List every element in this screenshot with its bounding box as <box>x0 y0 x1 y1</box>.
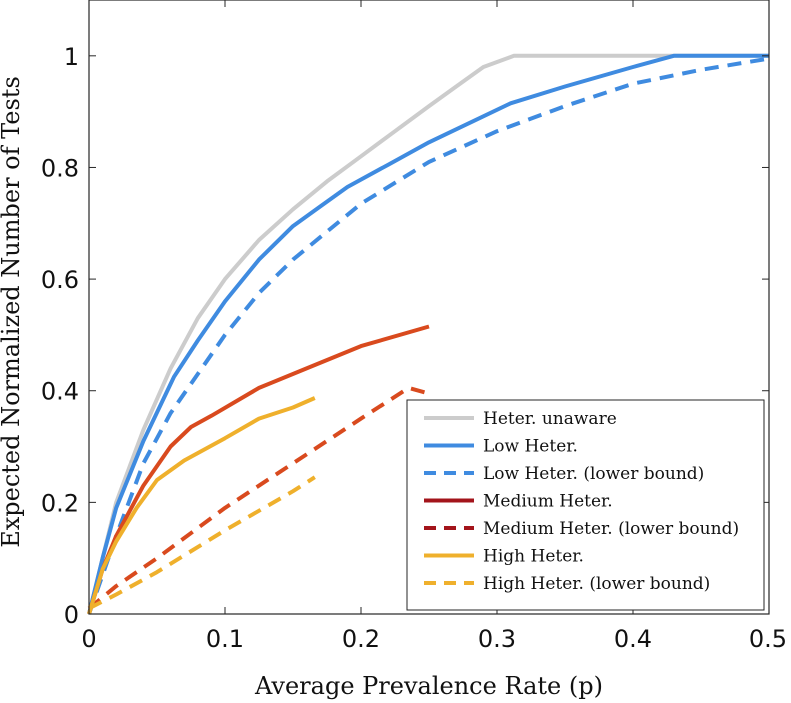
y-axis-title: Expected Normalized Number of Tests <box>0 76 25 548</box>
x-tick-label: 0.3 <box>478 625 516 653</box>
x-tick-label: 0 <box>81 625 96 653</box>
x-tick-label: 0.5 <box>749 625 787 653</box>
legend-label-7: High Heter. (lower bound) <box>483 574 710 594</box>
series-line-1 <box>87 53 769 615</box>
legend-label-2: Low Heter. <box>483 437 578 457</box>
series-line-6 <box>87 396 316 615</box>
x-tick-label: 0.1 <box>206 625 244 653</box>
legend-label-6: High Heter. <box>483 547 584 567</box>
x-tick-label: 0.4 <box>614 625 652 653</box>
series-line-7 <box>88 475 316 611</box>
legend: Heter. unaware Low Heter. Low Heter. (lowe… <box>406 399 765 611</box>
y-tick-label: 1 <box>64 43 79 71</box>
series-line-3 <box>87 56 770 615</box>
plot-frame <box>88 0 770 615</box>
series-layer <box>87 53 770 615</box>
y-tick-label: 0.6 <box>41 266 79 294</box>
y-tick-label: 0.4 <box>41 378 79 406</box>
y-tick-label: 0.2 <box>41 489 79 517</box>
legend-label-4: Medium Heter. <box>483 492 613 512</box>
legend-box <box>406 399 765 611</box>
legend-label-3: Low Heter. (lower bound) <box>483 464 704 484</box>
tick-layer: 0 0.1 0.2 0.3 0.4 0.5 0 0.2 0.4 0.6 0.8 1 <box>41 0 787 653</box>
series-line-5 <box>87 385 430 610</box>
y-tick-label: 0.8 <box>41 154 79 182</box>
legend-label-1: Heter. unaware <box>483 409 617 429</box>
series-line-2 <box>87 53 769 615</box>
y-tick-label: 0 <box>64 601 79 629</box>
x-axis-title: Average Prevalence Rate (p) <box>254 672 603 700</box>
x-tick-label: 0.2 <box>342 625 380 653</box>
legend-label-5: Medium Heter. (lower bound) <box>483 519 739 539</box>
